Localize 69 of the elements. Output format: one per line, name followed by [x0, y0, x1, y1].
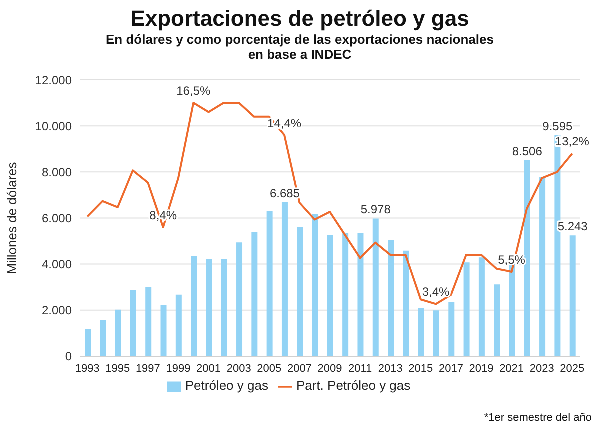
data-label: 16,5% [176, 84, 211, 98]
x-tick-label: 2015 [408, 363, 434, 376]
bar [221, 259, 228, 356]
y-tick-label: 8.000 [42, 165, 72, 180]
bar [236, 242, 243, 356]
bar [206, 259, 212, 356]
bar [252, 232, 258, 356]
bar [494, 284, 500, 356]
bar [540, 177, 546, 356]
bar [327, 235, 334, 356]
bar [146, 287, 152, 356]
bar [448, 302, 455, 356]
y-tick-label: 12.000 [35, 73, 72, 88]
bar [297, 227, 304, 356]
x-tick-label: 2003 [226, 363, 252, 376]
bar [115, 310, 122, 356]
data-label: 5.978 [360, 202, 392, 217]
bar [176, 294, 182, 356]
y-tick-label: 6.000 [42, 211, 72, 226]
x-tick-label: 2021 [500, 363, 524, 376]
data-label: 5.243 [558, 220, 588, 234]
text: *1er semestre del año [484, 412, 592, 424]
data-label: 8.506 [512, 144, 543, 158]
bar [312, 214, 318, 356]
x-tick-label: 2017 [438, 363, 464, 376]
y-axis-title: Millones de dólares [4, 162, 20, 274]
x-tick-label: 2013 [378, 363, 403, 376]
data-label: 9.595 [542, 119, 574, 134]
x-tick-label: 2023 [530, 363, 554, 376]
x-tick-label: 1997 [136, 363, 160, 376]
x-tick-label: 1995 [106, 363, 130, 376]
x-tick-label: 2011 [348, 363, 372, 376]
x-tick-label: 1993 [75, 363, 100, 376]
bar [130, 290, 136, 356]
data-label: 3,4% [422, 285, 450, 300]
legend-label: Part. Petróleo y gas [296, 378, 411, 394]
chart-subtitle: En dólares y como porcentaje de las exportaciones nacionales [105, 32, 495, 47]
x-tick-label: 2001 [196, 363, 222, 376]
bar [342, 232, 349, 356]
bar [372, 218, 379, 356]
legend-label: Petróleo y gas [185, 378, 268, 394]
text: en base a INDEC [247, 47, 353, 62]
y-tick-label: 0 [65, 350, 72, 364]
bar [388, 240, 394, 356]
x-tick-label: 2005 [257, 363, 282, 376]
x-tick-label: 2007 [287, 363, 312, 376]
bar [266, 211, 273, 356]
x-tick-label: 2019 [469, 363, 494, 376]
chart-title: Exportaciones de petróleo y gas [130, 6, 470, 32]
y-tick-label: 4.000 [42, 258, 72, 272]
data-label: 13,2% [555, 134, 590, 149]
bar [160, 305, 167, 356]
bar [464, 262, 470, 356]
bar [100, 320, 106, 356]
x-tick-label: 2009 [318, 363, 342, 376]
x-tick-label: 1999 [166, 363, 191, 376]
y-tick-label: 10.000 [35, 119, 72, 134]
bar [358, 232, 364, 356]
bar [191, 256, 198, 356]
bar [478, 258, 485, 356]
bar [282, 202, 288, 356]
bar [570, 236, 576, 356]
y-tick-label: 2.000 [42, 304, 72, 318]
bar [85, 329, 91, 356]
bar [524, 160, 530, 356]
bar [418, 308, 424, 356]
bar [403, 250, 410, 356]
bar [433, 310, 440, 356]
x-tick-label: 2025 [560, 363, 585, 376]
